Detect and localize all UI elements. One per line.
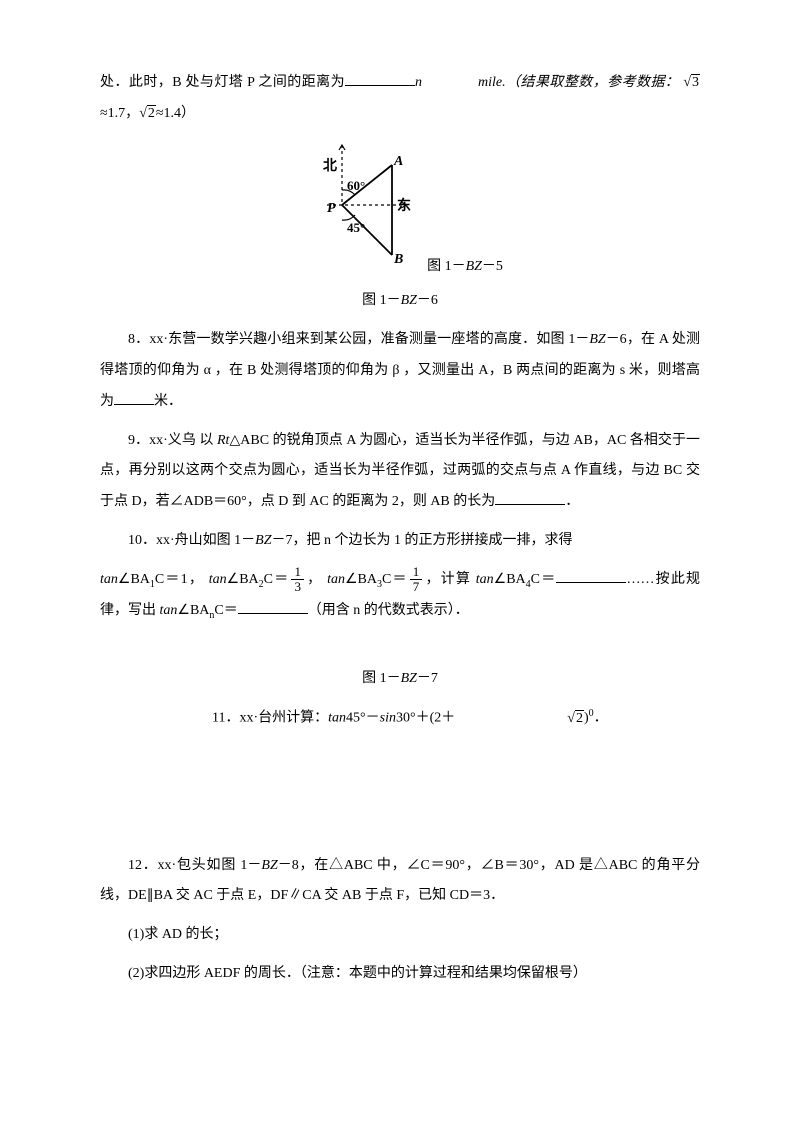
sqrt2: 2 (455, 704, 584, 735)
question-10-line2: tan∠BA1C＝1， tan∠BA2C＝13， tan∠BA3C＝17，计算 … (100, 565, 700, 627)
figure-1-bz-5: 北 东 A B P 60° 45° 图 1－BZ－5 (100, 140, 700, 283)
blank (345, 71, 415, 86)
question-9: 9．xx·义乌 以 Rt△ABC 的锐角顶点 A 为圆心，适当长为半径作弧，与边… (100, 426, 700, 518)
sqrt3: 3 (683, 68, 700, 99)
fraction-1-7: 17 (410, 565, 423, 595)
svg-text:A: A (393, 154, 403, 169)
blank (114, 390, 154, 405)
fig5-caption-inline: 图 1－BZ－5 (427, 259, 503, 274)
question-12-part1: (1)求 AD 的长； (100, 920, 700, 951)
text-mile: mile.（结果取整数，参考数据： (478, 75, 679, 90)
svg-text:P: P (327, 201, 336, 216)
blank (556, 568, 626, 583)
diagram-svg: 北 东 A B P 60° 45° (297, 140, 427, 270)
caption-fig7: 图 1－BZ－7 (100, 664, 700, 695)
blank (238, 599, 308, 614)
paragraph-top: 处．此时，B 处与灯塔 P 之间的距离为 n mile.（结果取整数，参考数据： 3… (100, 68, 700, 130)
question-12: 12．xx·包头如图 1－BZ－8，在△ABC 中，∠C＝90°，∠B＝30°，… (100, 851, 700, 913)
question-12-part2: (2)求四边形 AEDF 的周长．（注意：本题中的计算过程和结果均保留根号） (100, 959, 700, 990)
svg-text:B: B (393, 252, 403, 267)
question-10-line1: 10．xx·舟山如图 1－BZ－7，把 n 个边长为 1 的正方形拼接成一排，求… (100, 526, 700, 557)
svg-text:45°: 45° (347, 220, 365, 235)
question-8: 8．xx·东营一数学兴趣小组来到某公园，准备测量一座塔的高度．如图 1－BZ－6… (100, 325, 700, 417)
text: ≈1.4） (156, 106, 195, 121)
text-n: n (415, 75, 422, 90)
svg-text:东: 东 (397, 197, 411, 214)
text: ≈1.7， (100, 106, 139, 121)
svg-text:60°: 60° (347, 178, 365, 193)
svg-text:北: 北 (323, 158, 337, 174)
caption-fig6: 图 1－BZ－6 (100, 286, 700, 317)
text: 处．此时，B 处与灯塔 P 之间的距离为 (100, 75, 345, 90)
fraction-1-3: 13 (291, 565, 304, 595)
blank (495, 490, 565, 505)
question-11: 11．xx·台州计算：tan45°－sin30°＋(2＋2)0． (100, 703, 700, 734)
sqrt2: 2 (139, 99, 156, 130)
